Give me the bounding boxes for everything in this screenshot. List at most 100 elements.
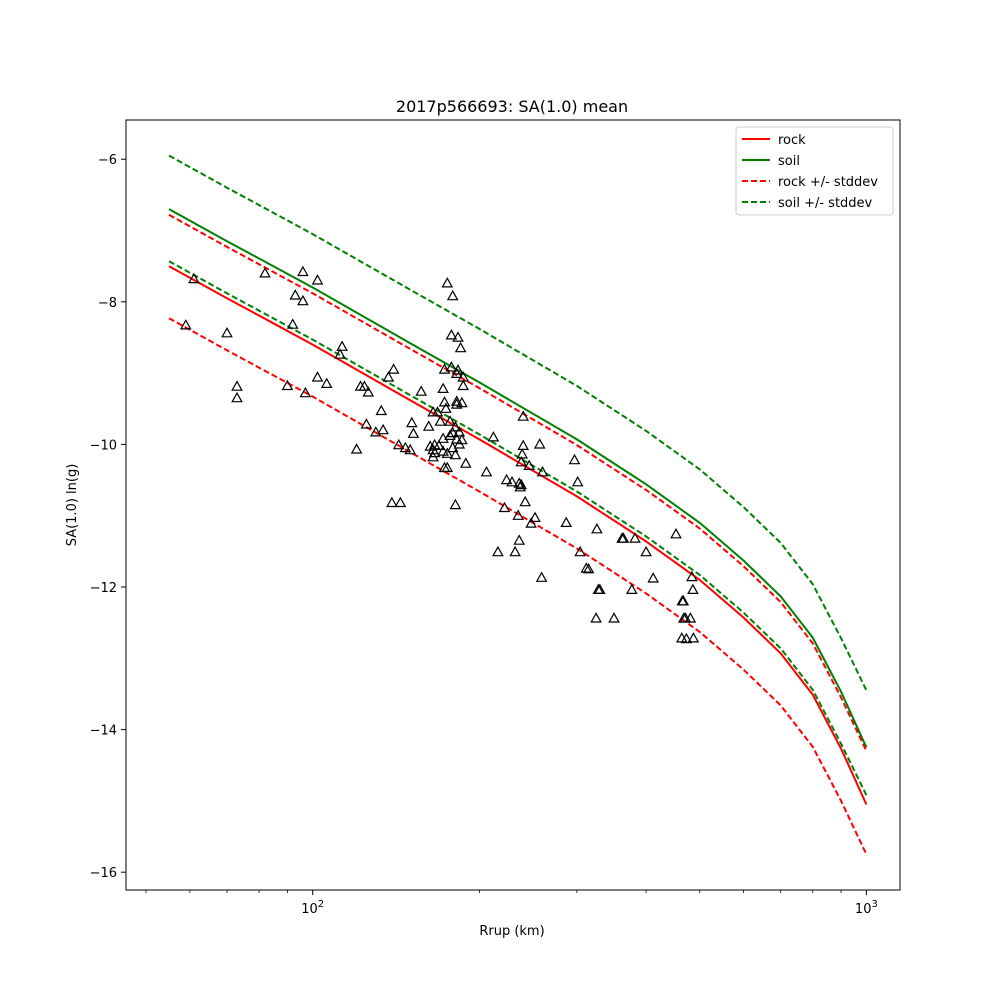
observation-marker — [519, 495, 532, 507]
observation-marker — [334, 348, 346, 359]
series-line-5 — [168, 260, 868, 796]
series-line-2 — [168, 213, 868, 752]
observation-marker — [593, 583, 606, 594]
observation-marker — [456, 433, 468, 445]
observation-marker — [320, 377, 333, 388]
observation-marker — [179, 319, 192, 330]
observation-marker — [513, 477, 526, 488]
observation-marker — [525, 517, 537, 528]
observation-marker — [453, 426, 466, 437]
observation-marker — [574, 545, 586, 557]
observation-marker — [684, 612, 697, 623]
observation-marker — [450, 395, 463, 406]
observation-marker — [568, 453, 581, 465]
observation-marker — [286, 318, 299, 329]
series-line-1 — [168, 208, 868, 748]
observation-marker — [515, 455, 528, 467]
observation-marker — [422, 420, 435, 431]
observation-marker — [640, 545, 652, 557]
observation-marker — [297, 265, 309, 277]
observation-marker — [377, 423, 389, 435]
observation-marker — [509, 545, 521, 557]
observation-marker — [608, 612, 620, 623]
observation-marker — [516, 448, 529, 459]
observation-marker — [480, 465, 493, 477]
observation-marker — [487, 431, 500, 442]
observation-marker — [687, 583, 699, 594]
legend-label-0: rock — [778, 133, 806, 148]
observation-marker — [513, 534, 526, 545]
observation-marker — [444, 429, 456, 440]
observation-marker — [221, 326, 233, 338]
observation-marker — [629, 532, 641, 543]
observation-marker — [405, 416, 418, 428]
chart-title: 2017p566693: SA(1.0) mean — [396, 97, 628, 116]
observation-marker — [188, 272, 200, 284]
observation-marker — [498, 501, 511, 513]
observation-marker — [560, 516, 573, 527]
observation-marker — [457, 379, 470, 391]
observation-marker — [299, 386, 312, 398]
observation-marker — [617, 532, 630, 543]
observation-marker — [399, 441, 412, 453]
observation-marker — [533, 438, 546, 449]
observation-marker — [289, 289, 302, 300]
observation-marker — [515, 478, 528, 490]
observation-marker — [517, 439, 530, 450]
legend-box — [735, 126, 894, 216]
observation-marker — [428, 446, 441, 458]
observation-marker — [392, 438, 405, 450]
observation-marker — [369, 426, 382, 437]
observation-marker — [394, 496, 407, 508]
observation-marker — [336, 340, 348, 351]
y-tick-label: −6 — [98, 153, 117, 168]
x-axis-label: Rrup (km) — [479, 924, 544, 939]
plot-area — [168, 154, 868, 855]
observation-marker — [438, 363, 451, 374]
observation-marker — [449, 421, 462, 432]
observation-marker — [350, 443, 363, 454]
y-tick-label: −10 — [90, 438, 117, 453]
y-tick-label: −14 — [90, 724, 117, 739]
observation-marker — [281, 379, 294, 391]
observation-marker — [536, 465, 549, 477]
observation-marker — [680, 632, 693, 644]
observation-marker — [445, 361, 458, 372]
observation-marker — [358, 380, 371, 391]
observation-marker — [404, 443, 417, 455]
observation-marker — [625, 583, 638, 594]
observation-marker — [297, 294, 309, 306]
observation-marker — [454, 341, 467, 353]
observation-marker — [446, 289, 459, 301]
observation-marker — [647, 572, 660, 583]
series-line-3 — [168, 317, 868, 855]
y-tick-label: −16 — [90, 866, 117, 881]
observation-marker — [441, 277, 454, 288]
observation-marker — [582, 562, 595, 574]
observation-marker — [529, 511, 541, 522]
observation-marker — [591, 522, 603, 534]
observation-marker — [311, 371, 324, 382]
observation-marker — [456, 396, 468, 408]
observation-marker — [500, 473, 513, 485]
observation-marker — [506, 475, 518, 487]
observation-marker — [517, 410, 530, 421]
observation-marker — [677, 594, 690, 606]
observation-marker — [590, 612, 602, 623]
legend-label-1: soil — [778, 154, 800, 169]
observation-marker — [441, 461, 454, 473]
observation-marker — [362, 386, 375, 397]
legend: rock soil rock +/- stddev soil +/- stddev — [735, 126, 894, 216]
series-line-4 — [168, 154, 868, 691]
y-tick-label: −8 — [98, 296, 117, 311]
legend-label-2: rock +/- stddev — [778, 175, 878, 190]
series-line-0 — [168, 265, 868, 805]
observation-marker — [407, 427, 420, 438]
observation-marker — [449, 448, 462, 460]
observation-marker — [231, 391, 243, 403]
legend-label-4: soil +/- stddev — [778, 196, 873, 211]
observation-marker — [387, 363, 400, 374]
observation-marker — [449, 498, 462, 510]
